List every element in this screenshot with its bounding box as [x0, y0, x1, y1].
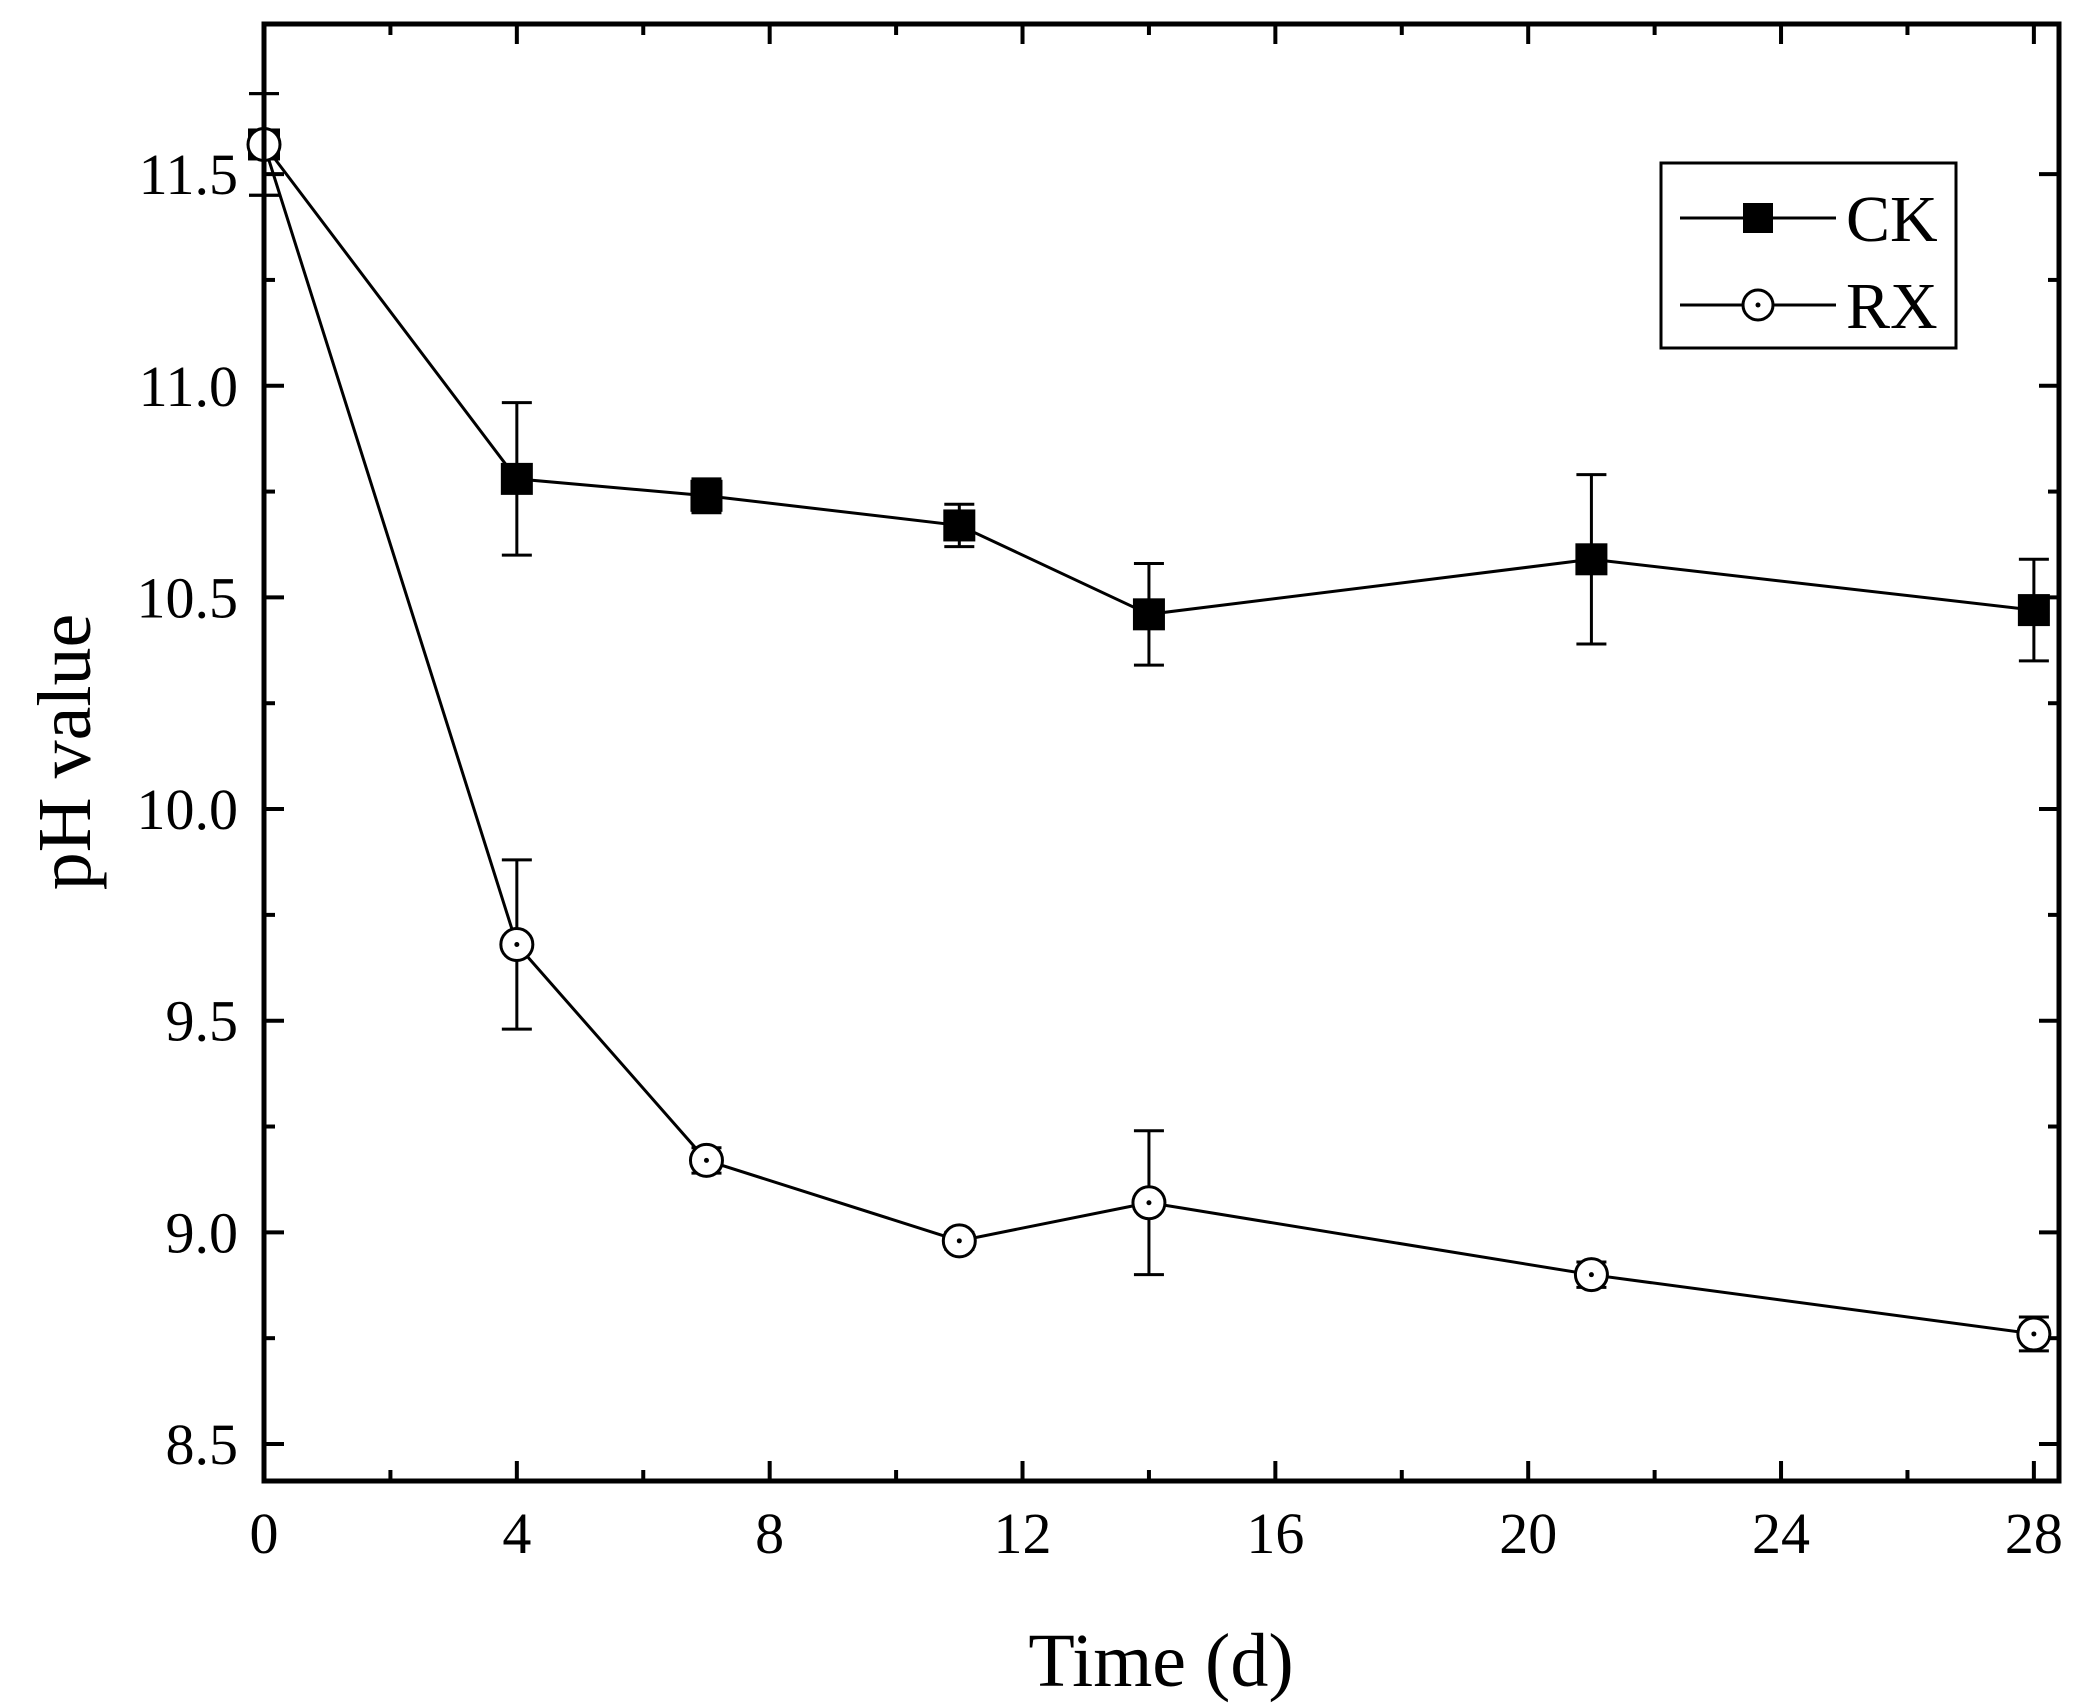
data-point-center [514, 942, 520, 948]
y-axis-title: pH value [23, 614, 107, 890]
x-tick-label: 28 [2005, 1501, 2063, 1566]
y-tick-label: 9.0 [166, 1200, 239, 1265]
x-tick-label: 24 [1752, 1501, 1810, 1566]
data-point-rx [2016, 1316, 2052, 1352]
data-point-rx [499, 927, 535, 963]
data-point-center [1588, 1272, 1594, 1278]
x-axis-title: Time (d) [1028, 1619, 1293, 1703]
y-tick-label: 10.5 [137, 565, 239, 630]
x-tick-label: 8 [755, 1501, 784, 1566]
y-tick-label: 11.0 [139, 354, 238, 419]
legend-box [1659, 161, 1958, 350]
data-point-rx [688, 1142, 724, 1178]
data-point-rx [941, 1223, 977, 1259]
x-tick-label: 16 [1246, 1501, 1304, 1566]
x-tick-label: 4 [502, 1501, 531, 1566]
legend-marker-rx-dot [1755, 302, 1761, 308]
y-tick-label: 8.5 [166, 1412, 239, 1477]
y-tick-label: 10.0 [137, 777, 239, 842]
x-tick-label: 0 [250, 1501, 279, 1566]
data-point-center [956, 1238, 962, 1244]
data-point-ck [2017, 594, 2050, 627]
data-point-ck [500, 462, 533, 495]
plot-frame [261, 21, 2062, 1484]
data-point-ck [1575, 543, 1608, 576]
data-point-ck [1132, 598, 1165, 631]
data-point-ck [690, 479, 723, 512]
plot-layer [246, 92, 2052, 1353]
legend-label-rx: RX [1846, 270, 1938, 343]
legend-label-ck: CK [1846, 183, 1938, 256]
legend-marker-ck [1743, 203, 1773, 233]
data-point-center [703, 1157, 709, 1163]
y-tick-label: 11.5 [139, 142, 238, 207]
y-tick-label: 9.5 [166, 989, 239, 1054]
data-point-rx [1131, 1185, 1167, 1221]
x-tick-label: 20 [1499, 1501, 1557, 1566]
legend: CK RX [1659, 161, 1958, 350]
data-point-center [1146, 1200, 1152, 1206]
data-point-center [2031, 1331, 2037, 1337]
axes-layer: 0 4 8 12 16 20 24 28 8.5 9.0 9.5 10.0 10.5 11.0 11.5 [137, 24, 2063, 1566]
data-point-ck [943, 509, 976, 542]
data-point-rx [1573, 1257, 1609, 1293]
x-tick-label: 12 [994, 1501, 1052, 1566]
